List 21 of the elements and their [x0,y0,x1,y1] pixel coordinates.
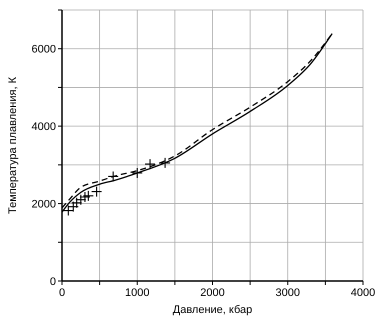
point [160,157,171,168]
point [79,191,90,203]
y-tick-label: 4000 [32,121,56,134]
point [91,186,102,198]
x-tick-label: 4000 [350,287,376,299]
x-tick-label: 3000 [276,287,300,299]
point [82,190,94,202]
point [132,167,143,179]
point [75,194,86,206]
point [71,197,82,208]
x-axis-title: Давление, кбар [172,304,252,316]
x-tick-label: 1000 [125,287,150,299]
y-tick-label: 2000 [32,198,56,211]
point [144,158,156,170]
y-tick-label: 6000 [32,44,56,56]
point [68,201,79,212]
point [108,170,119,182]
x-tick-label: 2000 [200,287,225,299]
y-tick-label: 0 [50,276,56,288]
x-tick-label: 0 [58,287,66,299]
y-axis-title: Температура плавления, К [7,76,19,214]
